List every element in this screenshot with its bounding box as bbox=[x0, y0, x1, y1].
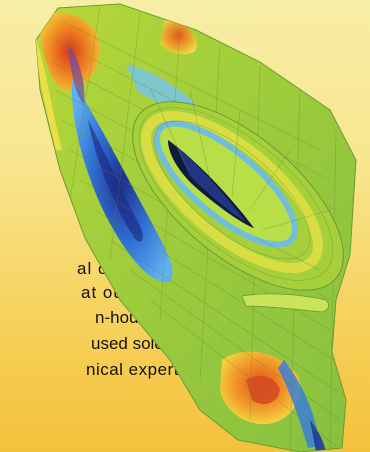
text-line-8: nical experts bbox=[86, 360, 188, 379]
